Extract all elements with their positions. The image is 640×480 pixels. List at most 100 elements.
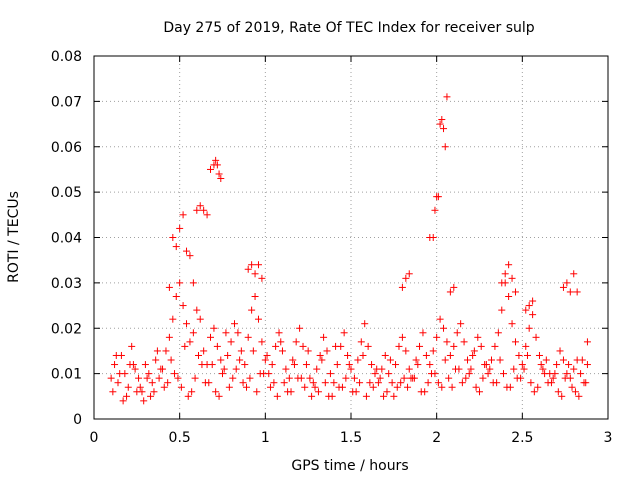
data-point: [136, 383, 144, 391]
data-point: [385, 370, 393, 378]
data-point: [111, 361, 119, 369]
data-point: [261, 356, 269, 364]
data-point: [525, 324, 533, 332]
data-point: [323, 347, 331, 355]
data-point: [292, 338, 300, 346]
data-point: [191, 374, 199, 382]
data-point: [318, 356, 326, 364]
data-point: [470, 347, 478, 355]
data-point: [236, 356, 244, 364]
data-point: [347, 365, 355, 373]
y-tick-label: 0: [73, 412, 82, 428]
data-point: [559, 283, 567, 291]
data-point: [457, 320, 465, 328]
data-point: [275, 329, 283, 337]
data-point: [398, 283, 406, 291]
data-point: [544, 379, 552, 387]
data-point: [436, 315, 444, 323]
data-point: [234, 329, 242, 337]
data-point: [224, 351, 232, 359]
data-point: [508, 320, 516, 328]
data-point: [273, 392, 281, 400]
x-tick-label: 0: [90, 430, 99, 446]
data-point: [284, 388, 292, 396]
data-point: [392, 361, 400, 369]
data-point: [429, 347, 437, 355]
data-point: [522, 342, 530, 350]
data-point: [402, 274, 410, 282]
data-point: [510, 365, 518, 373]
data-point: [356, 379, 364, 387]
data-point: [189, 279, 197, 287]
data-point: [515, 351, 523, 359]
data-point: [532, 333, 540, 341]
data-point: [150, 388, 158, 396]
data-point: [462, 374, 470, 382]
data-point: [212, 156, 220, 164]
data-point: [440, 125, 448, 133]
y-axis-label: ROTI / TECUs: [6, 191, 22, 283]
data-point: [568, 383, 576, 391]
data-point: [345, 361, 353, 369]
data-point: [167, 356, 175, 364]
data-point: [248, 261, 256, 269]
data-point: [374, 379, 382, 387]
data-point: [189, 329, 197, 337]
data-point: [200, 206, 208, 214]
data-point: [220, 365, 228, 373]
data-point: [266, 383, 274, 391]
data-point: [107, 374, 115, 382]
data-point: [196, 315, 204, 323]
data-point: [386, 356, 394, 364]
data-point: [441, 143, 449, 151]
data-point: [244, 265, 252, 273]
data-point: [469, 351, 477, 359]
data-point: [177, 383, 185, 391]
data-point: [207, 333, 215, 341]
y-tick-label: 0.03: [51, 276, 82, 292]
data-point: [338, 383, 346, 391]
data-point: [222, 329, 230, 337]
data-point: [571, 388, 579, 396]
data-point: [321, 379, 329, 387]
data-point: [479, 374, 487, 382]
x-tick-label: 1.5: [340, 430, 362, 446]
data-point: [359, 351, 367, 359]
data-point: [357, 338, 365, 346]
data-point: [147, 392, 155, 400]
data-point: [268, 361, 276, 369]
data-point: [511, 338, 519, 346]
data-point: [450, 342, 458, 350]
data-point: [501, 270, 509, 278]
data-point: [145, 370, 153, 378]
data-point: [330, 379, 338, 387]
y-tick-label: 0.06: [51, 140, 82, 156]
data-point: [404, 383, 412, 391]
data-point: [225, 383, 233, 391]
data-point: [186, 252, 194, 260]
data-point: [517, 374, 525, 382]
data-point: [578, 356, 586, 364]
data-point: [119, 397, 127, 405]
data-point: [217, 175, 225, 183]
data-point: [554, 388, 562, 396]
data-point: [368, 361, 376, 369]
data-point: [309, 379, 317, 387]
data-point: [558, 392, 566, 400]
data-point: [539, 365, 547, 373]
data-point: [520, 365, 528, 373]
data-point: [402, 347, 410, 355]
data-point: [153, 347, 161, 355]
data-point: [140, 397, 148, 405]
data-point: [397, 379, 405, 387]
data-point: [193, 306, 201, 314]
data-point: [210, 324, 218, 332]
data-point: [472, 383, 480, 391]
data-point: [207, 165, 215, 173]
data-point: [230, 320, 238, 328]
y-tick-label: 0.07: [51, 94, 82, 110]
data-point: [354, 356, 362, 364]
data-point: [518, 361, 526, 369]
data-point: [460, 338, 468, 346]
data-point: [215, 170, 223, 178]
